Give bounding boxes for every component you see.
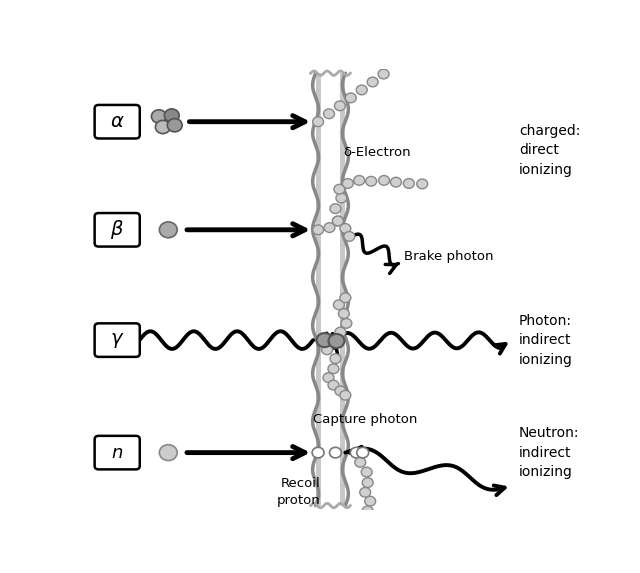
Circle shape [324,223,335,233]
Circle shape [159,222,177,238]
Text: Brake photon: Brake photon [404,250,493,263]
Circle shape [378,69,389,79]
Circle shape [312,225,324,235]
Circle shape [167,119,182,132]
Text: Photon:
indirect
ionizing: Photon: indirect ionizing [519,313,573,367]
Text: Neutron:
indirect
ionizing: Neutron: indirect ionizing [519,426,579,479]
Circle shape [340,390,351,400]
Circle shape [346,93,356,103]
Circle shape [350,448,362,458]
Circle shape [360,488,371,497]
Circle shape [328,334,344,348]
Text: $\beta$: $\beta$ [110,218,124,241]
FancyBboxPatch shape [95,213,140,246]
Text: charged:
direct
ionizing: charged: direct ionizing [519,124,580,177]
Circle shape [417,179,428,189]
Text: $\alpha$: $\alpha$ [110,112,125,131]
FancyBboxPatch shape [95,436,140,469]
Circle shape [355,513,365,523]
Text: δ-Electron: δ-Electron [343,146,410,159]
Circle shape [323,373,334,382]
Circle shape [164,109,179,122]
Circle shape [312,117,324,127]
Circle shape [361,467,372,477]
Circle shape [324,109,335,119]
Circle shape [367,77,378,87]
Circle shape [328,380,339,390]
Circle shape [339,309,349,319]
FancyBboxPatch shape [95,105,140,139]
Circle shape [335,327,346,337]
Circle shape [328,364,339,374]
Circle shape [354,175,365,185]
Circle shape [356,85,367,95]
Circle shape [341,319,352,328]
Circle shape [379,175,390,185]
Circle shape [335,101,346,111]
Text: Recoil
proton: Recoil proton [277,477,321,507]
Circle shape [321,345,332,355]
Circle shape [365,496,376,506]
Circle shape [312,448,324,458]
Circle shape [159,445,177,461]
Circle shape [332,216,344,226]
Circle shape [330,354,341,363]
Circle shape [365,176,376,186]
Circle shape [330,204,341,214]
FancyBboxPatch shape [95,323,140,357]
Circle shape [332,216,344,226]
Circle shape [333,300,344,309]
Circle shape [336,193,347,203]
Circle shape [152,110,166,123]
Circle shape [356,448,369,458]
Bar [321,73,340,505]
Circle shape [403,179,414,189]
Circle shape [156,120,170,134]
Circle shape [348,519,359,529]
Circle shape [317,333,332,347]
Circle shape [355,457,365,467]
Circle shape [362,506,373,516]
Circle shape [340,223,351,233]
Circle shape [340,293,351,303]
Text: Capture photon: Capture photon [313,413,417,426]
Bar [316,73,346,505]
Circle shape [335,386,346,396]
Circle shape [390,177,401,187]
Text: $n$: $n$ [111,444,124,462]
Circle shape [330,448,341,458]
Circle shape [342,179,353,189]
Text: $\gamma$: $\gamma$ [110,331,124,350]
Circle shape [362,478,373,488]
Circle shape [334,185,345,194]
Circle shape [344,231,355,241]
